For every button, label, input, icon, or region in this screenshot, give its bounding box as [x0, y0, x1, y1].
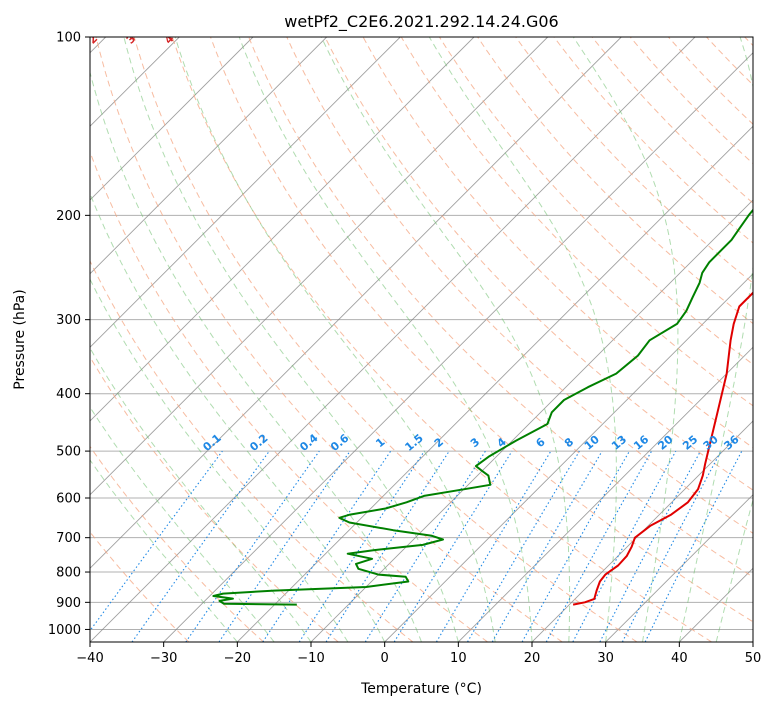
y-tick-label: 900: [56, 596, 81, 611]
moist-adiabat-line: [90, 459, 238, 642]
mixing-ratio-line: [185, 450, 320, 642]
isotherm-line: [752, 641, 753, 642]
moist-adiabat-line: [90, 278, 349, 642]
y-tick-label: 800: [56, 566, 81, 581]
profile-series: [212, 208, 753, 606]
moist-adiabat-line: [572, 37, 679, 642]
mixing-ratio-line: [131, 450, 270, 642]
y-tick-label: 700: [56, 531, 81, 546]
x-tick-label: 40: [671, 651, 688, 666]
x-tick-label: 50: [745, 651, 762, 666]
dry-adiabat-line: [515, 37, 753, 284]
dry-adiabat-label: 40: [162, 26, 182, 46]
dry-adiabat-line: [210, 37, 753, 623]
mixing-ratio-line: [521, 450, 630, 642]
dry-adiabat-line: [133, 37, 638, 642]
moist-adiabat-line: [90, 347, 312, 642]
dry-adiabat-line: [95, 37, 563, 642]
chart-title: wetPf2_C2E6.2021.292.14.24.G06: [284, 12, 558, 32]
isotherm-line: [90, 37, 549, 496]
dewpoint-profile-line: [212, 208, 753, 606]
moist-adiabat-line: [715, 497, 753, 642]
x-axis-label: Temperature (°C): [360, 681, 482, 697]
mixing-ratio-line: [393, 450, 513, 642]
moist-adiabat-line: [174, 37, 496, 642]
moist-adiabat-line: [428, 37, 617, 642]
x-axis-ticks: −40 −30 −20 −10 0 10 20 30 40 50: [76, 642, 761, 666]
x-tick-label: 10: [450, 651, 467, 666]
moist-adiabat-line: [90, 192, 386, 642]
isotherm-line: [90, 37, 401, 348]
y-axis-ticks: 100 200 300 400 500 600 700 800 900 1000: [48, 31, 90, 638]
moist-adiabat-line: [238, 37, 533, 642]
x-tick-label: 0: [381, 651, 389, 666]
dry-adiabat-label: 20: [86, 26, 106, 46]
dry-adiabat-line: [248, 37, 753, 578]
dry-adiabat-line: [90, 356, 339, 642]
x-tick-label: 30: [597, 651, 614, 666]
dry-adiabat-line: [286, 37, 753, 534]
x-tick-label: −10: [297, 651, 324, 666]
isotherm-line: [457, 346, 753, 642]
isotherm-line: [90, 37, 254, 201]
moist-adiabat-line: [678, 37, 753, 642]
y-axis-label: Pressure (hPa): [12, 289, 28, 389]
y-tick-label: 400: [56, 387, 81, 402]
moist-adiabat-lines: [90, 37, 753, 642]
mixing-ratio-line: [298, 450, 425, 642]
isotherm-line: [90, 37, 328, 275]
x-tick-label: 20: [524, 651, 541, 666]
x-tick-label: −20: [224, 651, 251, 666]
mixing-ratio-lines: [90, 450, 743, 642]
mixing-ratio-line: [545, 450, 653, 642]
isotherm-line: [90, 37, 475, 422]
y-tick-label: 600: [56, 492, 81, 507]
temperature-profile-line: [572, 291, 753, 606]
dry-adiabat-line: [324, 37, 753, 491]
isotherm-line: [236, 125, 753, 642]
dry-adiabat-line: [171, 37, 712, 642]
plot-frame: [89, 36, 754, 643]
x-tick-label: −30: [150, 651, 177, 666]
x-tick-label: −40: [76, 651, 103, 666]
isotherm-line: [384, 273, 753, 642]
moist-adiabat-line: [320, 37, 571, 642]
y-tick-label: 500: [56, 445, 81, 460]
y-tick-label: 100: [56, 31, 81, 46]
moist-adiabat-line: [90, 406, 275, 642]
mixing-ratio-line: [262, 450, 392, 642]
dry-adiabat-line: [90, 259, 414, 642]
isotherm-line: [163, 52, 753, 642]
dry-adiabat-label: 0: [12, 29, 27, 44]
mixing-ratio-line: [218, 450, 351, 642]
moist-adiabat-line: [90, 70, 422, 642]
isotherm-line: [605, 494, 753, 642]
mixing-ratio-line: [644, 450, 743, 642]
y-tick-label: 1000: [48, 623, 81, 638]
dry-adiabat-label: 30: [124, 26, 144, 46]
isotherm-line: [90, 37, 622, 569]
y-tick-label: 300: [56, 313, 81, 328]
plot-background: [90, 37, 753, 642]
y-tick-label: 200: [56, 209, 81, 224]
mixing-ratio-line: [572, 450, 677, 642]
mixing-ratio-line: [90, 450, 223, 632]
mixing-ratio-line: [325, 450, 450, 642]
moist-adiabat-line: [123, 37, 459, 642]
